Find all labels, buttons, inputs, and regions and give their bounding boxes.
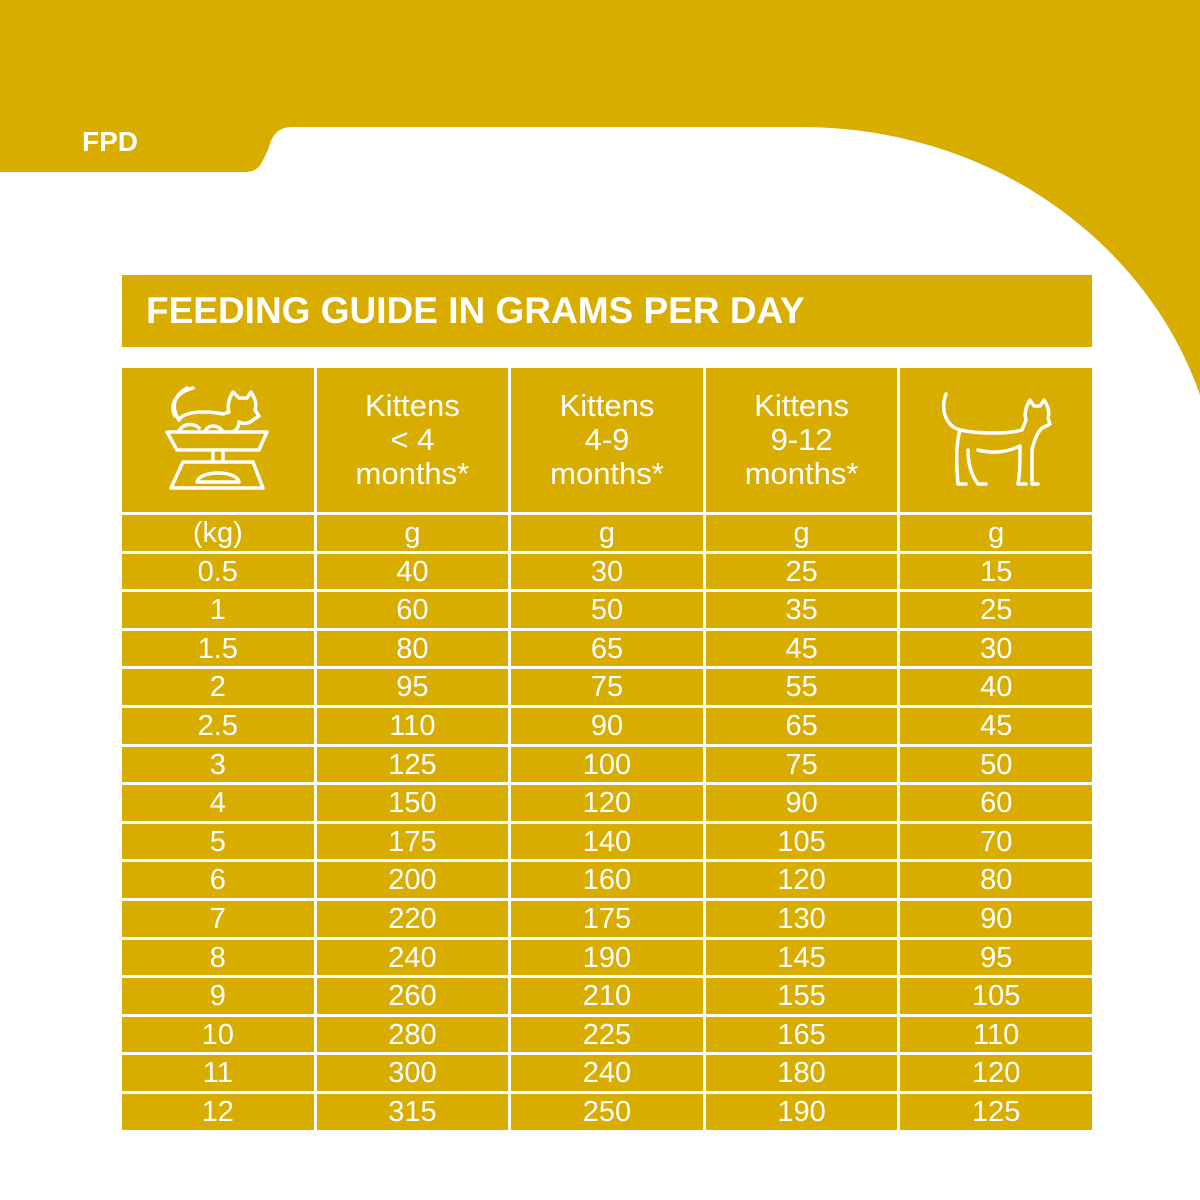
cell-kittens-under-4: 95 [316,669,509,705]
cell-kittens-4-9: 120 [511,785,703,821]
cell-weight: 2.5 [122,707,314,744]
cell-adult: 80 [900,862,1092,898]
cell-weight: 2 [122,669,314,705]
cell-weight: 3 [122,746,314,783]
adult-cat-icon [942,392,1052,486]
cell-weight: 6 [122,862,314,898]
cell-kittens-9-12: 165 [705,1016,898,1053]
cell-kittens-4-9: 50 [511,592,703,628]
cell-kittens-9-12: 145 [705,939,898,976]
page-title: FEEDING GUIDE IN GRAMS PER DAY [122,275,1092,347]
cell-adult: 50 [900,746,1092,783]
cell-weight: 10 [122,1016,314,1053]
cell-adult: 45 [900,707,1092,744]
cell-kittens-4-9: 65 [511,630,703,667]
unit-adult: g [900,515,1092,551]
cell-kittens-under-4: 260 [316,978,509,1014]
cell-weight: 9 [122,978,314,1014]
weight-header [122,368,314,512]
unit-kittens-9-12: g [705,515,898,551]
cell-adult: 95 [900,939,1092,976]
cell-kittens-under-4: 315 [316,1093,509,1130]
cell-kittens-4-9: 210 [511,978,703,1014]
cell-kittens-4-9: 190 [511,939,703,976]
unit-kittens-under-4: g [316,515,509,551]
cell-kittens-under-4: 175 [316,823,509,860]
cell-kittens-9-12: 190 [705,1093,898,1130]
cell-adult: 30 [900,630,1092,667]
cell-kittens-4-9: 90 [511,707,703,744]
cell-kittens-4-9: 175 [511,900,703,937]
cell-kittens-4-9: 160 [511,862,703,898]
cell-adult: 110 [900,1016,1092,1053]
cell-kittens-4-9: 225 [511,1016,703,1053]
cell-weight: 1.5 [122,630,314,667]
cell-kittens-9-12: 55 [705,669,898,705]
cell-weight: 5 [122,823,314,860]
cell-weight: 1 [122,592,314,628]
cell-kittens-9-12: 120 [705,862,898,898]
brand-label: FPD [82,126,138,157]
cell-adult: 120 [900,1055,1092,1091]
cell-adult: 60 [900,785,1092,821]
cell-adult: 90 [900,900,1092,937]
cell-kittens-under-4: 200 [316,862,509,898]
cell-kittens-4-9: 240 [511,1055,703,1091]
column-header-kittens-9-12: Kittens 9-12 months* [705,368,898,512]
cell-kittens-4-9: 100 [511,746,703,783]
unit-kittens-4-9: g [511,515,703,551]
cat-on-scale-icon [165,386,269,490]
cell-adult: 25 [900,592,1092,628]
cell-kittens-9-12: 45 [705,630,898,667]
cell-kittens-under-4: 280 [316,1016,509,1053]
adult-header [900,368,1092,512]
cell-weight: 11 [122,1055,314,1091]
cell-adult: 105 [900,978,1092,1014]
cell-adult: 40 [900,669,1092,705]
cell-kittens-4-9: 140 [511,823,703,860]
cell-kittens-under-4: 150 [316,785,509,821]
cell-weight: 4 [122,785,314,821]
cell-kittens-9-12: 105 [705,823,898,860]
cell-kittens-4-9: 30 [511,553,703,590]
cell-adult: 70 [900,823,1092,860]
column-header-kittens-under-4: Kittens < 4 months* [316,368,509,512]
cell-kittens-9-12: 35 [705,592,898,628]
cell-kittens-4-9: 250 [511,1093,703,1130]
cell-adult: 125 [900,1093,1092,1130]
cell-kittens-under-4: 80 [316,630,509,667]
unit-weight: (kg) [122,515,314,551]
cell-adult: 15 [900,553,1092,590]
cell-kittens-9-12: 25 [705,553,898,590]
column-header-kittens-4-9: Kittens 4-9 months* [511,368,703,512]
cell-kittens-9-12: 75 [705,746,898,783]
cell-kittens-9-12: 155 [705,978,898,1014]
cell-kittens-under-4: 220 [316,900,509,937]
cell-kittens-9-12: 90 [705,785,898,821]
cell-kittens-under-4: 300 [316,1055,509,1091]
cell-kittens-9-12: 130 [705,900,898,937]
cell-weight: 12 [122,1093,314,1130]
cell-kittens-4-9: 75 [511,669,703,705]
cell-weight: 0.5 [122,553,314,590]
cell-kittens-under-4: 110 [316,707,509,744]
cell-kittens-9-12: 65 [705,707,898,744]
cell-weight: 8 [122,939,314,976]
cell-kittens-under-4: 240 [316,939,509,976]
cell-weight: 7 [122,900,314,937]
cell-kittens-under-4: 125 [316,746,509,783]
cell-kittens-under-4: 60 [316,592,509,628]
cell-kittens-under-4: 40 [316,553,509,590]
feeding-table: Kittens < 4 months* Kittens 4-9 months* … [122,368,1092,1130]
cell-kittens-9-12: 180 [705,1055,898,1091]
